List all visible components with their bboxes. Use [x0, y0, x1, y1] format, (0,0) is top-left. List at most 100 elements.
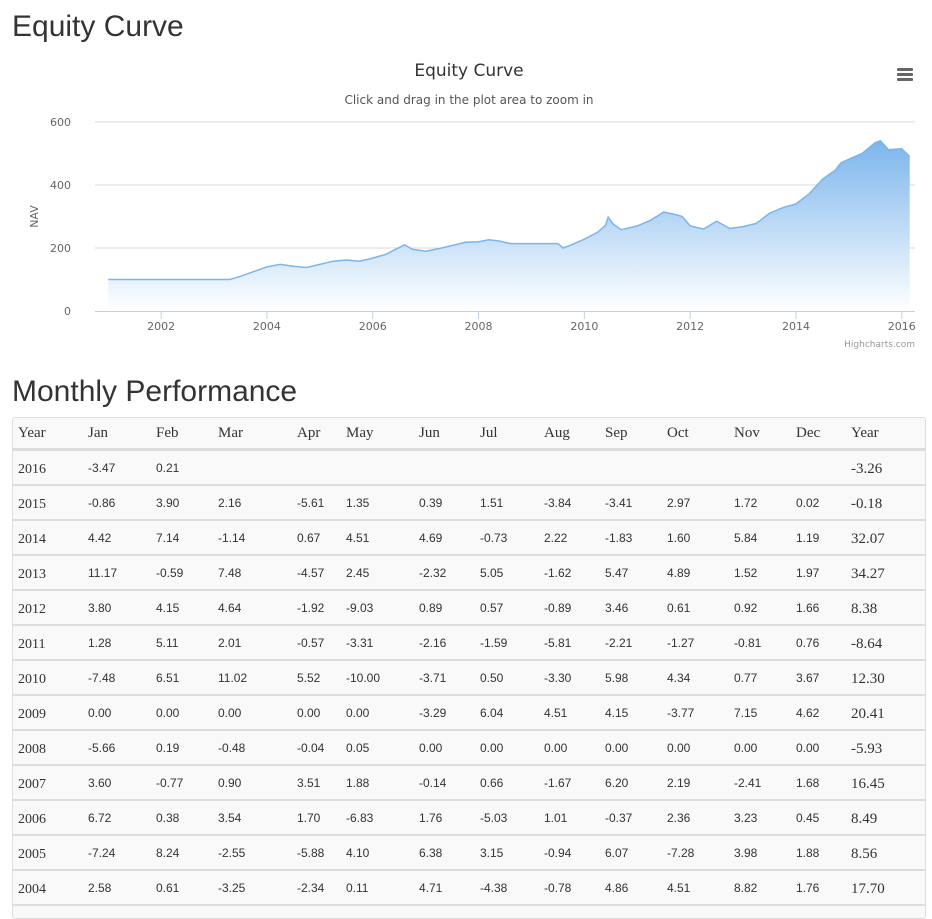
- x-tick-label: 2016: [888, 320, 916, 333]
- month-return-cell: 1.88: [341, 765, 414, 800]
- month-return-cell: 0.61: [151, 870, 213, 905]
- month-return-cell: 0.00: [414, 730, 475, 765]
- month-return-cell: 2.45: [341, 555, 414, 590]
- month-return-cell: 7.19: [341, 905, 414, 919]
- month-return-cell: 0.21: [151, 450, 213, 486]
- month-return-cell: -0.48: [213, 730, 292, 765]
- month-return-cell: 3.67: [791, 660, 846, 695]
- month-return-cell: -2.16: [414, 625, 475, 660]
- year-total-cell: 40.58: [846, 905, 925, 919]
- year-total-cell: -8.64: [846, 625, 925, 660]
- month-return-cell: 1.01: [539, 800, 600, 835]
- row-year-cell: 2016: [13, 450, 83, 486]
- month-return-cell: -5.81: [539, 625, 600, 660]
- month-return-cell: 2.16: [213, 485, 292, 520]
- month-return-cell: -3.84: [539, 485, 600, 520]
- month-return-cell: -3.30: [539, 660, 600, 695]
- chart-menu-icon[interactable]: [892, 64, 916, 86]
- month-return-cell: 5.52: [292, 660, 341, 695]
- month-return-cell: -10.00: [341, 660, 414, 695]
- y-tick-label: 200: [50, 242, 71, 255]
- column-header-dec: Dec: [791, 418, 846, 450]
- month-return-cell: 4.15: [600, 695, 662, 730]
- month-return-cell: -0.04: [292, 730, 341, 765]
- month-return-cell: 5.05: [475, 555, 539, 590]
- month-return-cell: 0.67: [292, 520, 341, 555]
- month-return-cell: 4.51: [539, 695, 600, 730]
- row-year-cell: 2015: [13, 485, 83, 520]
- month-return-cell: 0.00: [729, 730, 791, 765]
- month-return-cell: 4.34: [662, 660, 729, 695]
- row-year-cell: 2014: [13, 520, 83, 555]
- month-return-cell: 7.78: [539, 905, 600, 919]
- month-return-cell: 2.82: [791, 905, 846, 919]
- equity-chart-svg[interactable]: Equity Curve Click and drag in the plot …: [12, 52, 924, 352]
- month-return-cell: 5.11: [151, 625, 213, 660]
- row-year-cell: 2011: [13, 625, 83, 660]
- month-return-cell: -4.38: [475, 870, 539, 905]
- column-header-feb: Feb: [151, 418, 213, 450]
- month-return-cell: 2.22: [539, 520, 600, 555]
- y-tick-label: 0: [64, 305, 71, 318]
- chart-credit[interactable]: Highcharts.com: [844, 340, 915, 350]
- month-return-cell: 4.15: [151, 590, 213, 625]
- month-return-cell: 10.93: [662, 905, 729, 919]
- column-header-year: Year: [13, 418, 83, 450]
- month-return-cell: -1.62: [539, 555, 600, 590]
- row-year-cell: 2012: [13, 590, 83, 625]
- row-year-cell: 2007: [13, 765, 83, 800]
- month-return-cell: -3.25: [213, 870, 292, 905]
- month-return-cell: 1.19: [791, 520, 846, 555]
- month-return-cell: [729, 450, 791, 486]
- month-return-cell: 1.88: [791, 835, 846, 870]
- month-return-cell: 1.68: [791, 765, 846, 800]
- month-return-cell: -0.57: [292, 625, 341, 660]
- column-header-jan: Jan: [83, 418, 151, 450]
- month-return-cell: -3.29: [414, 695, 475, 730]
- month-return-cell: 6.72: [83, 800, 151, 835]
- month-return-cell: -0.77: [151, 765, 213, 800]
- month-return-cell: 4.71: [414, 870, 475, 905]
- equity-chart[interactable]: Equity Curve Click and drag in the plot …: [12, 52, 924, 352]
- month-return-cell: 0.11: [341, 870, 414, 905]
- month-return-cell: -0.94: [539, 835, 600, 870]
- month-return-cell: 6.20: [600, 765, 662, 800]
- year-total-cell: 16.45: [846, 765, 925, 800]
- year-total-cell: 8.56: [846, 835, 925, 870]
- month-return-cell: -0.89: [539, 590, 600, 625]
- chart-series: [108, 141, 910, 311]
- month-return-cell: -0.73: [475, 520, 539, 555]
- column-header-jul: Jul: [475, 418, 539, 450]
- month-return-cell: 0.39: [414, 485, 475, 520]
- month-return-cell: -7.24: [83, 835, 151, 870]
- month-return-cell: 1.72: [729, 485, 791, 520]
- month-return-cell: 3.90: [151, 485, 213, 520]
- month-return-cell: -0.14: [414, 765, 475, 800]
- month-return-cell: 0.00: [213, 905, 292, 919]
- y-axis-label: NAV: [28, 205, 41, 228]
- month-return-cell: -7.48: [83, 660, 151, 695]
- column-header-oct: Oct: [662, 418, 729, 450]
- column-header-apr: Apr: [292, 418, 341, 450]
- month-return-cell: 4.86: [600, 870, 662, 905]
- x-tick-label: 2010: [570, 320, 598, 333]
- month-return-cell: 1.28: [83, 625, 151, 660]
- month-return-cell: 0.19: [151, 730, 213, 765]
- month-return-cell: -2.34: [292, 870, 341, 905]
- column-header-mar: Mar: [213, 418, 292, 450]
- year-total-cell: 20.41: [846, 695, 925, 730]
- month-return-cell: 1.60: [662, 520, 729, 555]
- year-total-cell: 32.07: [846, 520, 925, 555]
- month-return-cell: 0.66: [475, 765, 539, 800]
- month-return-cell: 6.07: [600, 835, 662, 870]
